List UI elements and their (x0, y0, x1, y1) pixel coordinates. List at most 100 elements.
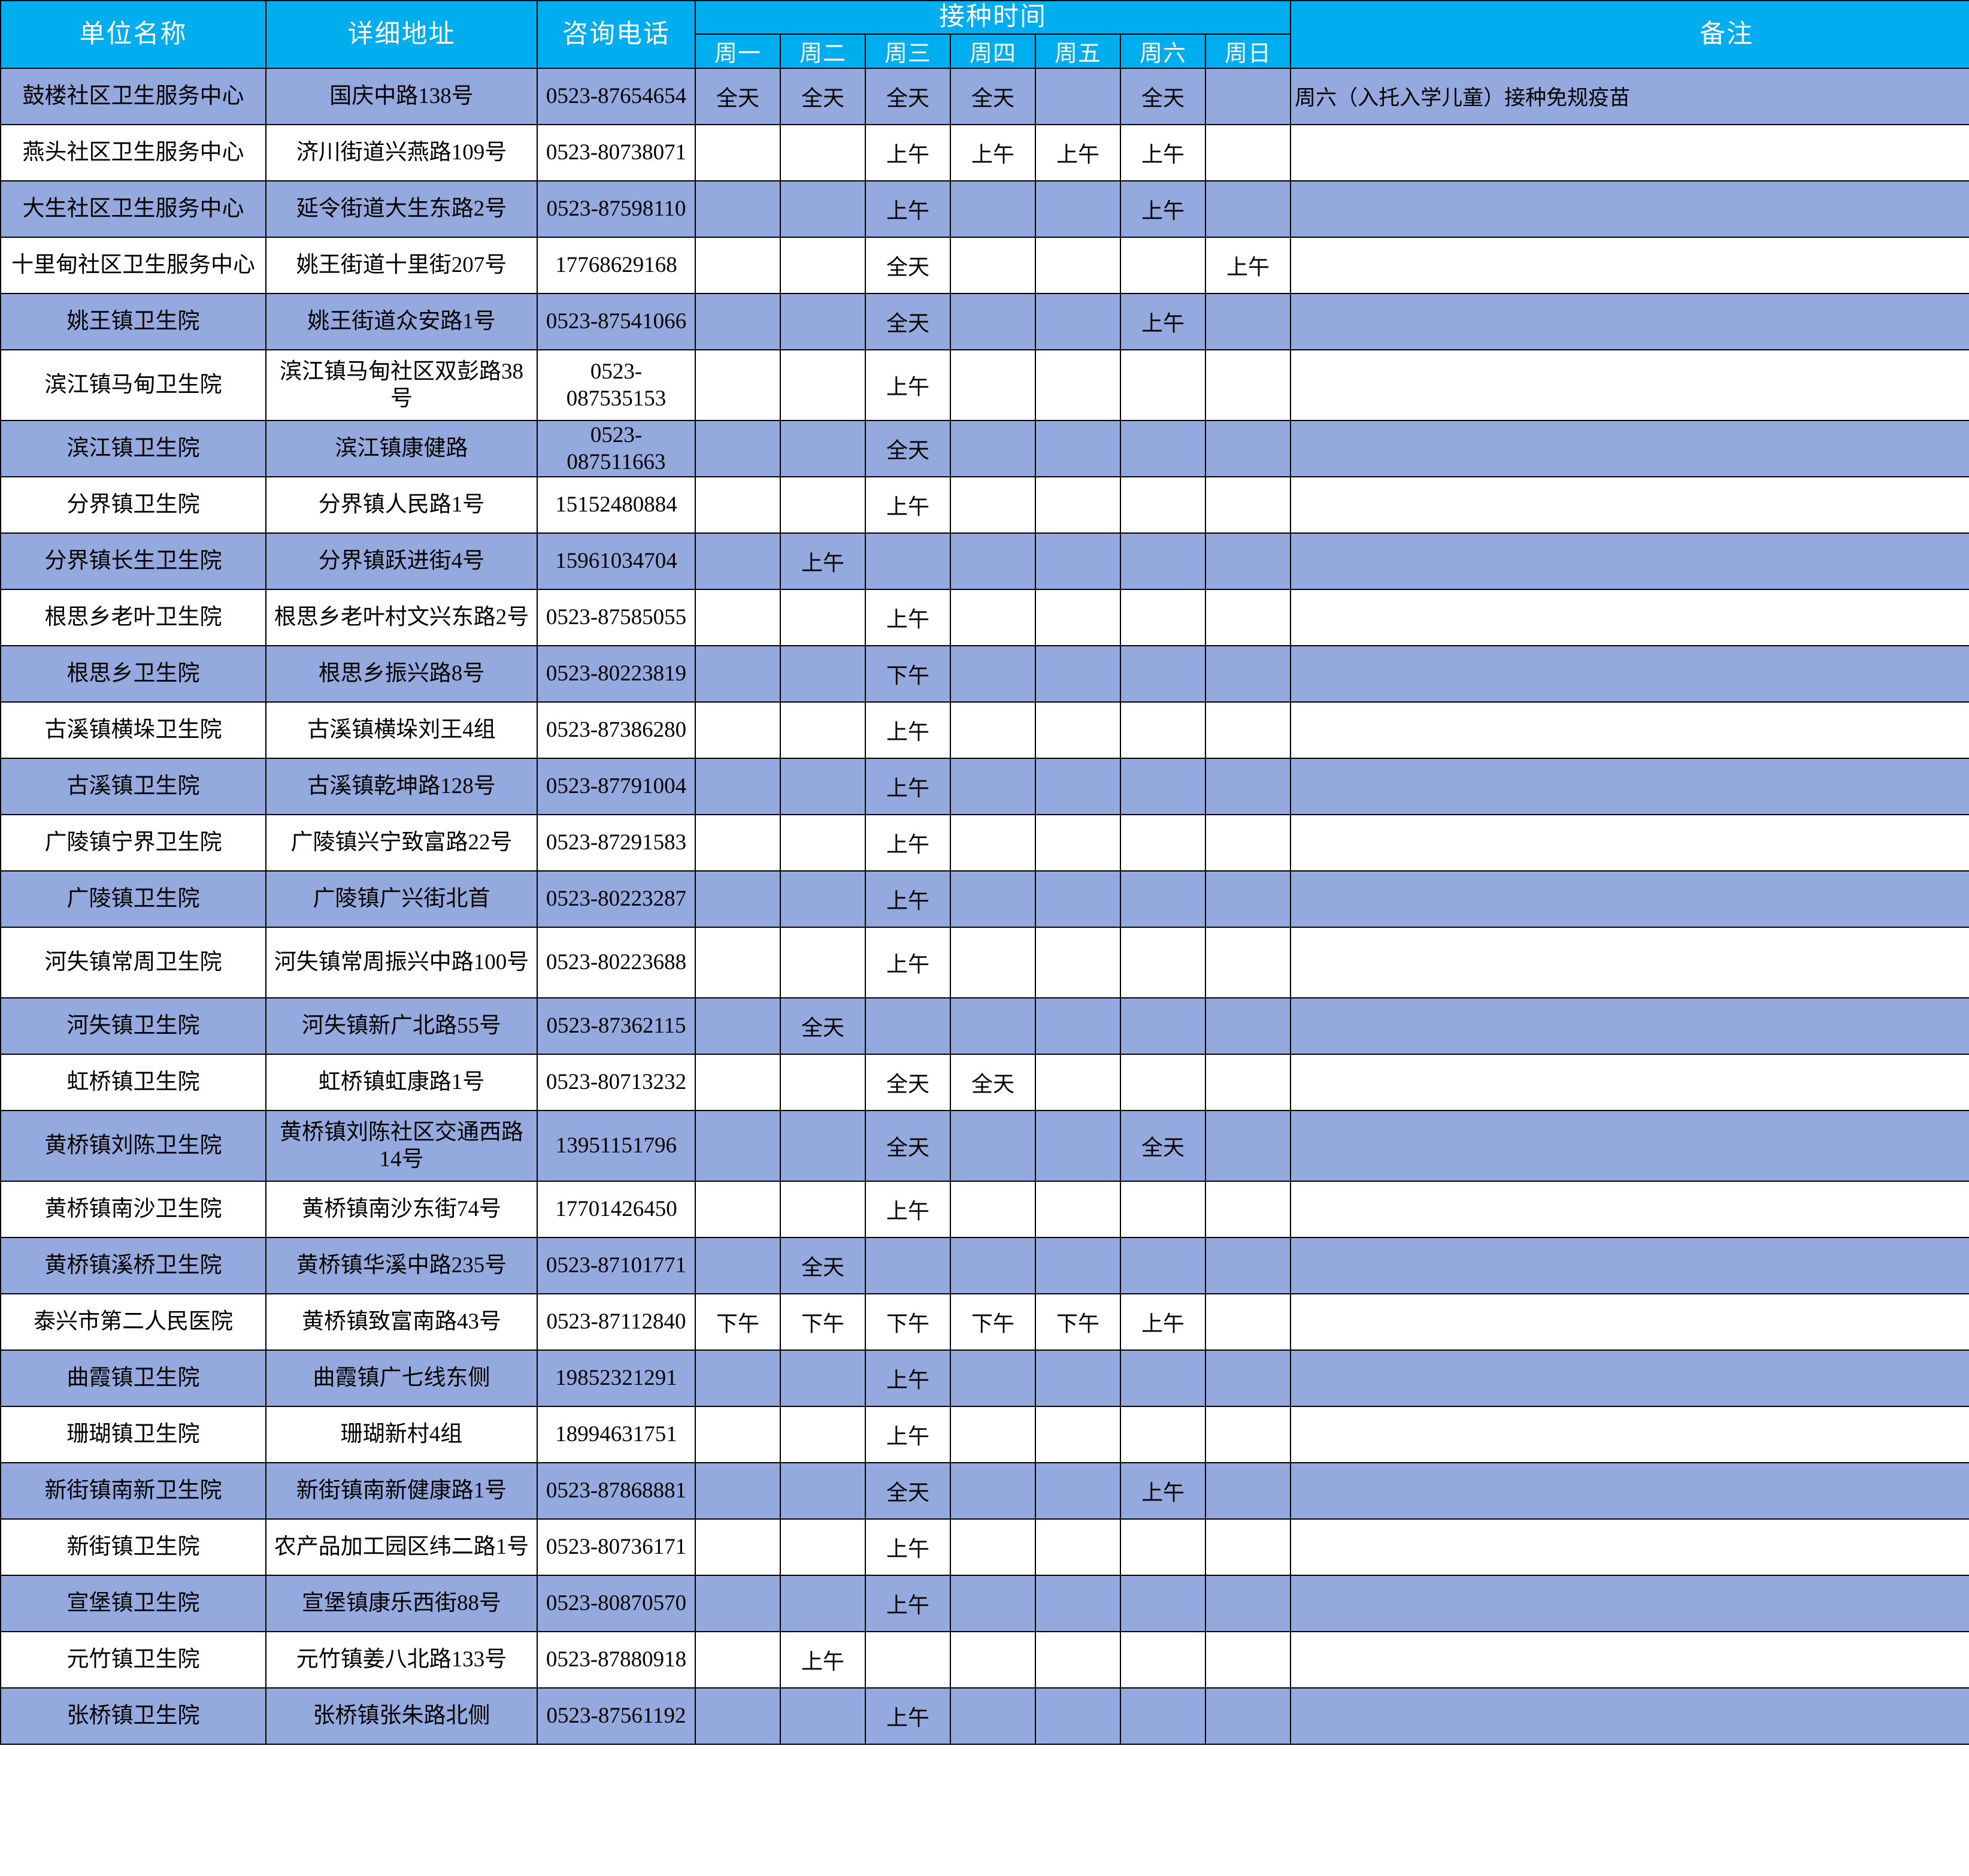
cell-day-tuesday (780, 180, 866, 238)
cell-remark (1290, 813, 1969, 872)
cell-day-saturday (1120, 1349, 1206, 1407)
cell-phone: 0523-80223287 (537, 870, 696, 928)
cell-day-wednesday: 全天 (865, 292, 951, 350)
cell-day-sunday (1204, 997, 1292, 1055)
cell-day-saturday: 全天 (1120, 67, 1206, 125)
cell-day-friday (1035, 1349, 1121, 1407)
header-vaccination-time: 接种时间 (694, 0, 1292, 35)
cell-day-tuesday (780, 1180, 866, 1238)
cell-remark (1290, 532, 1969, 590)
cell-remark (1290, 701, 1969, 759)
cell-address: 黄桥镇南沙东街74号 (265, 1180, 538, 1238)
table-row: 广陵镇宁界卫生院 广陵镇兴宁致富路22号 0523-87291583 上午 (0, 813, 1969, 872)
cell-remark (1290, 1236, 1969, 1294)
cell-unit-name: 广陵镇卫生院 (0, 870, 266, 928)
cell-address: 虹桥镇虹康路1号 (265, 1053, 538, 1111)
cell-day-sunday (1204, 1236, 1292, 1294)
cell-day-sunday (1204, 870, 1292, 928)
cell-day-wednesday: 上午 (865, 870, 951, 928)
cell-unit-name: 宣堡镇卫生院 (0, 1574, 266, 1632)
cell-unit-name: 新街镇卫生院 (0, 1518, 266, 1576)
cell-unit-name: 古溪镇横垛卫生院 (0, 701, 266, 759)
cell-day-sunday (1204, 1518, 1292, 1576)
cell-day-saturday: 上午 (1120, 1293, 1206, 1351)
table-row: 虹桥镇卫生院 虹桥镇虹康路1号 0523-80713232 全天 全天 (0, 1053, 1969, 1111)
cell-day-tuesday (780, 1053, 866, 1111)
cell-day-saturday (1120, 588, 1206, 646)
header-row-days: 周一 周二 周三 周四 周五 周六 周日 (1, 33, 1969, 69)
cell-remark (1290, 870, 1969, 928)
cell-remark (1290, 588, 1969, 646)
cell-phone: 0523-87101771 (537, 1236, 696, 1294)
table-row: 燕头社区卫生服务中心 济川街道兴燕路109号 0523-80738071 上午 上午 上午… (0, 123, 1969, 181)
cell-address: 黄桥镇华溪中路235号 (265, 1236, 538, 1294)
cell-day-sunday (1204, 1293, 1292, 1351)
cell-day-saturday: 上午 (1120, 1462, 1206, 1520)
cell-address: 滨江镇马甸社区双彭路38号 (265, 349, 538, 421)
cell-phone: 0523-87585055 (537, 588, 696, 646)
cell-day-tuesday (780, 123, 866, 181)
cell-day-wednesday (865, 1630, 951, 1689)
cell-day-monday (695, 1687, 781, 1745)
cell-day-monday (695, 1349, 781, 1407)
cell-day-monday (695, 236, 781, 294)
cell-remark (1290, 1518, 1969, 1576)
cell-phone: 0523-87654654 (537, 67, 696, 125)
cell-day-wednesday: 上午 (865, 476, 951, 534)
cell-day-friday (1035, 926, 1121, 998)
header-day-monday: 周一 (695, 33, 781, 69)
cell-unit-name: 分界镇长生卫生院 (0, 532, 266, 590)
cell-day-sunday (1204, 1630, 1292, 1689)
table-body: 鼓楼社区卫生服务中心 国庆中路138号 0523-87654654 全天 全天 全天 全天全… (0, 67, 1969, 1745)
header-day-wednesday: 周三 (865, 33, 951, 69)
cell-day-friday (1035, 1462, 1121, 1520)
cell-remark (1290, 1405, 1969, 1463)
cell-day-sunday (1204, 588, 1292, 646)
cell-day-saturday (1120, 236, 1206, 294)
cell-day-sunday (1204, 757, 1292, 815)
cell-unit-name: 黄桥镇刘陈卫生院 (0, 1109, 266, 1182)
cell-remark (1290, 997, 1969, 1055)
cell-day-tuesday (780, 476, 866, 534)
cell-day-thursday (950, 813, 1036, 872)
cell-day-thursday (950, 701, 1036, 759)
cell-unit-name: 十里甸社区卫生服务中心 (0, 236, 266, 294)
table-header: 单位名称 详细地址 咨询电话 接种时间 备注 周一 周二 周三 周四 周五 周六… (0, 0, 1969, 69)
cell-day-saturday (1120, 1687, 1206, 1745)
cell-day-thursday: 下午 (950, 1293, 1036, 1351)
cell-address: 河失镇常周振兴中路100号 (265, 926, 538, 998)
cell-phone: 0523-80736171 (537, 1518, 696, 1576)
cell-phone: 0523-87541066 (537, 292, 696, 350)
cell-day-friday (1035, 870, 1121, 928)
table-row: 姚王镇卫生院 姚王街道众安路1号 0523-87541066 全天 上午 (0, 292, 1969, 350)
cell-unit-name: 曲霞镇卫生院 (0, 1349, 266, 1407)
cell-unit-name: 虹桥镇卫生院 (0, 1053, 266, 1111)
cell-day-saturday (1120, 645, 1206, 703)
cell-day-wednesday: 全天 (865, 1462, 951, 1520)
cell-remark (1290, 1462, 1969, 1520)
cell-day-friday (1035, 813, 1121, 872)
cell-address: 姚王街道十里街207号 (265, 236, 538, 294)
cell-day-thursday (950, 1180, 1036, 1238)
cell-unit-name: 姚王镇卫生院 (0, 292, 266, 350)
cell-phone: 0523-087535153 (537, 349, 696, 421)
cell-day-monday (695, 180, 781, 238)
header-day-thursday: 周四 (950, 33, 1036, 69)
cell-unit-name: 鼓楼社区卫生服务中心 (0, 67, 266, 125)
cell-day-monday (695, 1405, 781, 1463)
cell-day-sunday (1204, 1053, 1292, 1111)
cell-day-monday (695, 532, 781, 590)
header-address: 详细地址 (265, 0, 538, 69)
cell-address: 曲霞镇广七线东侧 (265, 1349, 538, 1407)
cell-day-wednesday: 上午 (865, 701, 951, 759)
cell-day-saturday (1120, 813, 1206, 872)
cell-day-friday (1035, 1630, 1121, 1689)
cell-day-friday (1035, 645, 1121, 703)
cell-day-sunday (1204, 349, 1292, 421)
cell-address: 根思乡振兴路8号 (265, 645, 538, 703)
cell-day-friday (1035, 1236, 1121, 1294)
cell-unit-name: 黄桥镇溪桥卫生院 (0, 1236, 266, 1294)
cell-remark (1290, 1180, 1969, 1238)
cell-day-monday (695, 1462, 781, 1520)
cell-day-monday (695, 292, 781, 350)
